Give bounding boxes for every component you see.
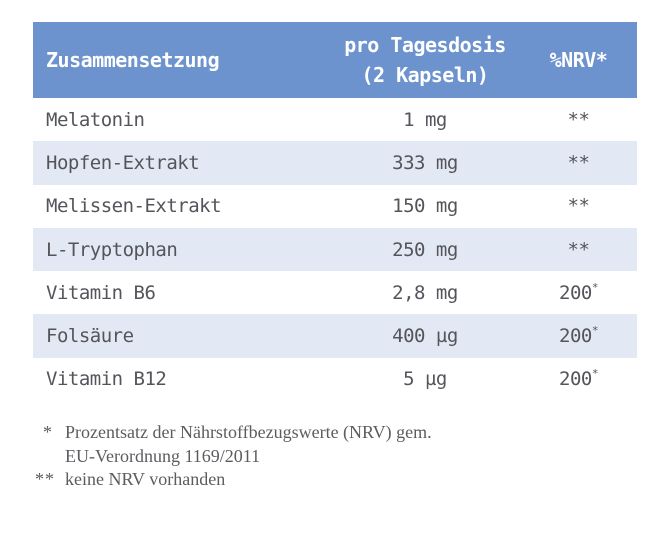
header-daily-dose-line2: (2 Kapseln) [361, 63, 489, 87]
nrv-asterisk: * [591, 367, 599, 381]
footnote-line: keine NRV vorhanden [65, 469, 226, 489]
nrv-value: 200 [559, 281, 592, 304]
footnote-text: keine NRV vorhanden [65, 468, 432, 492]
ingredient-name: Folsäure [46, 325, 134, 348]
footnote-line: EU-Verordnung 1169/2011 [65, 445, 261, 466]
nrv-asterisk: * [591, 280, 599, 294]
ingredient-nrv: ** [520, 109, 637, 131]
header-composition: Zusammensetzung [46, 48, 220, 72]
ingredient-name: Melatonin [46, 108, 145, 131]
table-row: L-Tryptophan 250 mg ** [33, 227, 637, 272]
ingredient-nrv: 200* [520, 324, 637, 348]
nrv-value: ** [567, 195, 590, 218]
table-header-row: Zusammensetzung pro Tagesdosis (2 Kapsel… [33, 22, 637, 98]
footnote-text: Prozentsatz der Nährstoffbezugswerte (NR… [65, 421, 432, 468]
ingredient-amount: 2,8 mg [392, 281, 458, 304]
header-daily-dose: pro Tagesdosis (2 Kapseln) [330, 30, 520, 90]
ingredient-name: Melissen-Extrakt [46, 195, 222, 218]
nrv-asterisk: * [591, 324, 599, 338]
ingredient-nrv: 200* [520, 280, 637, 304]
table-row: Folsäure 400 µg 200* [33, 314, 637, 358]
nrv-value: ** [567, 238, 590, 261]
ingredient-nrv: ** [520, 239, 637, 261]
ingredient-amount: 150 mg [392, 195, 458, 218]
nrv-value: ** [567, 108, 590, 131]
footnotes: * Prozentsatz der Nährstoffbezugswerte (… [35, 421, 432, 492]
ingredient-name: L-Tryptophan [46, 238, 178, 261]
ingredient-name: Hopfen-Extrakt [46, 151, 200, 174]
ingredient-name: Vitamin B12 [46, 368, 167, 391]
composition-table: Zusammensetzung pro Tagesdosis (2 Kapsel… [33, 22, 637, 402]
ingredient-nrv: ** [520, 152, 637, 174]
table-row: Vitamin B6 2,8 mg 200* [33, 271, 637, 315]
table-row: Hopfen-Extrakt 333 mg ** [33, 141, 637, 185]
footnote-line: Prozentsatz der Nährstoffbezugswerte (NR… [65, 422, 432, 442]
ingredient-nrv: 200* [520, 367, 637, 391]
footnote-marker: ** [35, 469, 55, 489]
ingredient-amount: 400 µg [392, 325, 458, 348]
nrv-value: ** [567, 151, 590, 174]
ingredient-amount: 1 mg [403, 108, 447, 131]
table-row: Melatonin 1 mg ** [33, 98, 637, 142]
nrv-value: 200 [559, 368, 592, 391]
table-row: Melissen-Extrakt 150 mg ** [33, 184, 637, 228]
table-body: Melatonin 1 mg ** Hopfen-Extrakt 333 mg … [33, 98, 637, 402]
footnote: ** keine NRV vorhanden [35, 468, 432, 492]
header-daily-dose-line1: pro Tagesdosis [344, 33, 506, 57]
footnote-marker: * [43, 422, 53, 442]
ingredient-name: Vitamin B6 [46, 281, 156, 304]
ingredient-amount: 5 µg [403, 368, 447, 391]
table-row: Vitamin B12 5 µg 200* [33, 357, 637, 402]
nrv-value: 200 [559, 325, 592, 348]
ingredient-amount: 250 mg [392, 238, 458, 261]
footnote: * Prozentsatz der Nährstoffbezugswerte (… [35, 421, 432, 468]
ingredient-amount: 333 mg [392, 151, 458, 174]
ingredient-nrv: ** [520, 195, 637, 217]
header-nrv: %NRV* [549, 48, 608, 72]
